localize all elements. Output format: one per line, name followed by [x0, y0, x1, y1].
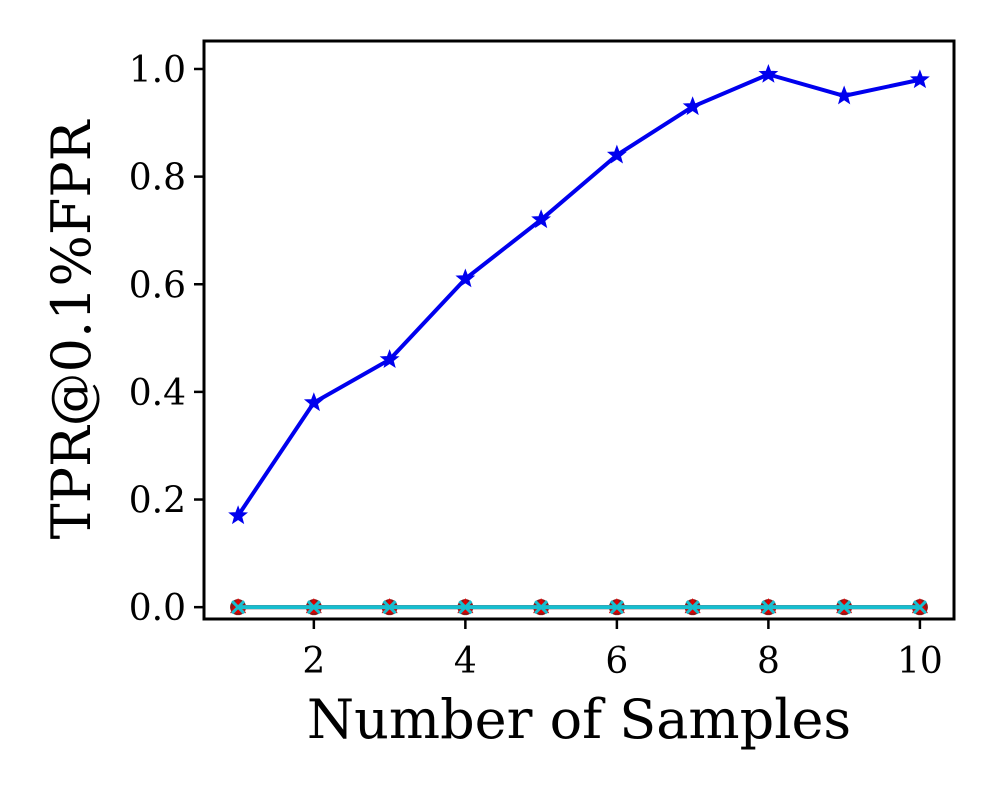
data-point	[531, 209, 552, 229]
data-point	[910, 69, 930, 89]
data-point	[685, 600, 700, 615]
series-1	[228, 63, 930, 525]
x-axis-label: Number of Samples	[307, 688, 851, 751]
data-point	[455, 268, 476, 288]
data-point	[837, 600, 852, 615]
data-point	[609, 600, 624, 615]
y-tick-label: 0.8	[129, 158, 186, 199]
series-line	[236, 72, 921, 517]
x-tick-label: 8	[757, 641, 780, 682]
series-4	[231, 600, 927, 615]
y-tick-label: 0.0	[129, 588, 186, 629]
y-tick-label: 0.2	[129, 481, 186, 522]
data-point	[228, 505, 249, 525]
x-axis-ticks: 2 4 6 8 10	[302, 619, 943, 682]
plot-frame	[202, 39, 956, 621]
data-point	[303, 392, 324, 412]
data-point	[758, 63, 779, 83]
y-axis-ticks: 0.0 0.2 0.4 0.6 0.8 1.0	[129, 50, 204, 629]
data-point	[834, 85, 855, 105]
series-layer	[228, 63, 930, 616]
data-point	[379, 349, 400, 369]
data-point	[382, 600, 397, 615]
y-tick-label: 0.4	[129, 373, 186, 414]
data-point	[761, 600, 776, 615]
data-point	[231, 600, 246, 615]
y-tick-label: 1.0	[129, 50, 186, 91]
data-point	[458, 600, 473, 615]
data-point	[306, 600, 321, 615]
x-tick-label: 2	[302, 641, 325, 682]
x-tick-label: 10	[897, 641, 943, 682]
x-tick-label: 6	[605, 641, 628, 682]
data-point	[682, 96, 703, 116]
data-point	[606, 144, 627, 164]
data-point	[534, 600, 549, 615]
y-tick-label: 0.6	[129, 265, 186, 306]
x-tick-label: 4	[454, 641, 477, 682]
data-point	[912, 600, 927, 615]
y-axis-label: TPR@0.1%FPR	[40, 119, 103, 539]
